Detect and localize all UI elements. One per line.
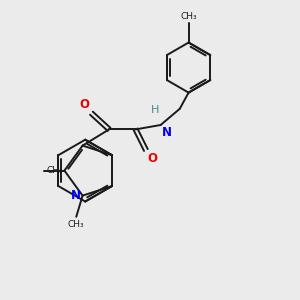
Text: O: O xyxy=(147,152,158,165)
Text: H: H xyxy=(151,105,159,115)
Text: N: N xyxy=(71,189,81,202)
Text: CH₃: CH₃ xyxy=(68,220,85,229)
Text: N: N xyxy=(162,127,172,140)
Text: CH₃: CH₃ xyxy=(46,166,63,175)
Text: CH₃: CH₃ xyxy=(180,12,197,21)
Text: O: O xyxy=(79,98,89,111)
